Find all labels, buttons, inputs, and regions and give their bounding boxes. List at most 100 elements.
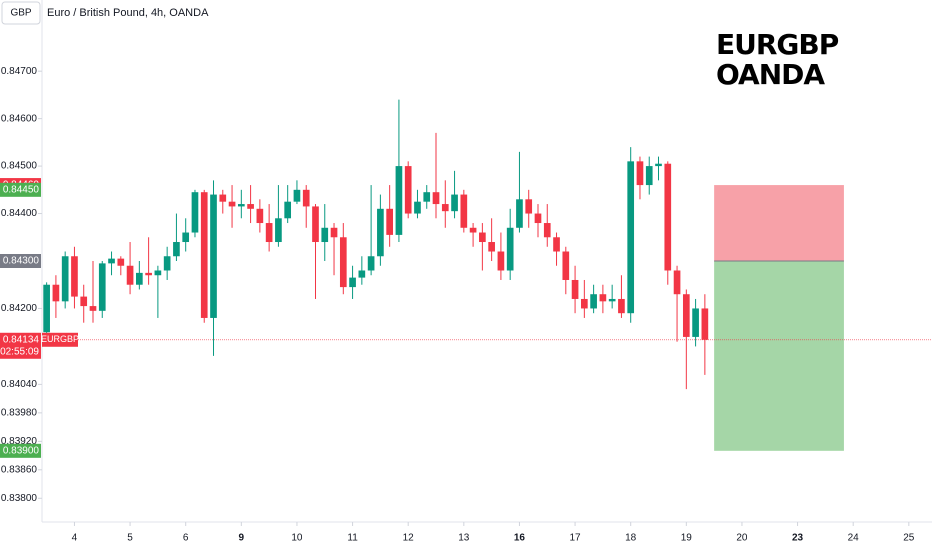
- candle-body: [460, 194, 468, 228]
- symbol-badge: [42, 332, 78, 347]
- candle-body: [497, 251, 505, 271]
- candle-body: [432, 192, 440, 205]
- x-tick-label: 4: [72, 533, 78, 544]
- candle-body: [228, 201, 236, 207]
- candle-body: [284, 201, 292, 219]
- candle-body: [414, 201, 421, 214]
- candle-body: [247, 204, 254, 209]
- x-tick-label: 25: [903, 533, 915, 544]
- price-badge: [0, 443, 41, 458]
- last-price-badge: [0, 332, 41, 359]
- y-tick-label: 0.84200: [1, 303, 38, 314]
- candle-body: [404, 166, 412, 214]
- candle-body: [237, 204, 245, 207]
- price-badge-label: 0.84450: [3, 184, 40, 195]
- candle-body: [275, 218, 282, 243]
- candle-body: [636, 161, 644, 186]
- x-tick-label: 18: [625, 533, 637, 544]
- y-tick-label: 0.84600: [1, 113, 38, 124]
- x-tick-label: 9: [239, 533, 245, 544]
- x-tick-label: 6: [183, 533, 189, 544]
- x-tick-label: 5: [127, 533, 133, 544]
- candle-body: [562, 251, 570, 280]
- x-tick-label: 12: [403, 533, 415, 544]
- candle-body: [302, 189, 310, 207]
- candle-body: [191, 192, 199, 233]
- candle-body: [525, 199, 533, 214]
- candle-body: [265, 223, 273, 243]
- countdown: 02:55:09: [0, 346, 39, 357]
- candle-body: [358, 270, 366, 278]
- candle-body: [581, 298, 588, 309]
- price-badge-label: 0.83900: [3, 445, 40, 456]
- x-tick-label: 20: [736, 533, 748, 544]
- x-tick-label: 16: [514, 533, 526, 544]
- symbol-label: EURGBP: [41, 334, 79, 344]
- candle-body: [534, 213, 542, 224]
- candle-body: [377, 208, 384, 257]
- currency: GBP: [10, 8, 31, 19]
- candle-body: [89, 306, 97, 311]
- candle-body: [682, 294, 690, 337]
- candle-body: [367, 256, 375, 271]
- candle-body: [43, 284, 50, 333]
- candle-body: [423, 192, 431, 202]
- candle-body: [543, 223, 551, 238]
- candle-body: [608, 298, 616, 302]
- target-zone: [714, 261, 844, 451]
- candle-body: [71, 256, 78, 297]
- y-tick-label: 0.84500: [1, 161, 38, 172]
- candle-body: [599, 294, 607, 302]
- candle-body: [627, 161, 635, 314]
- candle-body: [52, 284, 60, 302]
- candle-body: [506, 227, 514, 271]
- candle-body: [645, 166, 653, 186]
- price-badge: [0, 254, 41, 268]
- y-tick-label: 0.84400: [1, 208, 38, 219]
- x-tick-label: 19: [681, 533, 693, 544]
- y-tick-label: 0.84700: [1, 66, 38, 77]
- stop-zone: [714, 185, 844, 261]
- price-badge-label: 0.84300: [3, 256, 40, 267]
- currency-box[interactable]: [1, 1, 41, 25]
- candle-body: [108, 258, 115, 264]
- candle-body: [516, 199, 523, 228]
- x-tick-label: 24: [848, 533, 860, 544]
- last-price-label: 0.84134: [3, 334, 40, 345]
- candle-body: [339, 237, 347, 288]
- x-tick-label: 23: [792, 533, 804, 544]
- candle-body: [163, 256, 171, 271]
- annotation: OANDA: [716, 58, 825, 91]
- candle-body: [256, 208, 264, 224]
- candle-body: [395, 166, 403, 235]
- candle-body: [312, 206, 319, 243]
- y-tick-label: 0.84040: [1, 379, 38, 390]
- candle-body: [590, 294, 597, 309]
- candle-body: [386, 208, 393, 235]
- candle-body: [701, 308, 709, 340]
- y-tick-label: 0.83800: [1, 493, 38, 504]
- y-tick-label: 0.83860: [1, 464, 38, 475]
- annotation: EURGBP: [716, 28, 839, 61]
- candle-body: [330, 227, 338, 238]
- candle-body: [126, 265, 134, 285]
- candle-body: [479, 232, 486, 243]
- candle-body: [145, 272, 152, 276]
- candle-body: [98, 263, 106, 311]
- candle-body: [692, 308, 699, 337]
- candle-body: [664, 163, 672, 271]
- candle-body: [618, 298, 625, 314]
- candle-body: [553, 237, 560, 252]
- candle-body: [451, 194, 458, 212]
- candle-body: [488, 242, 495, 252]
- x-tick-label: 17: [570, 533, 582, 544]
- candle-body: [136, 272, 143, 285]
- candle-body: [469, 227, 477, 233]
- candle-body: [293, 189, 301, 202]
- candle-body: [80, 296, 88, 307]
- chart-title: Euro / British Pound, 4h, OANDA: [47, 7, 209, 19]
- x-tick-label: 10: [291, 533, 303, 544]
- candle-body: [673, 270, 681, 295]
- candle-body: [321, 227, 329, 243]
